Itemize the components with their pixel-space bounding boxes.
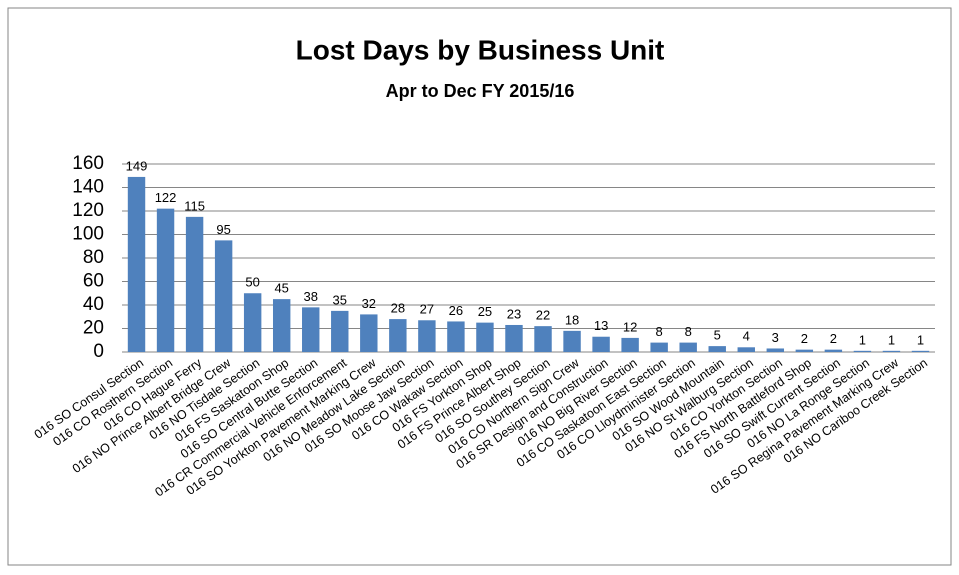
data-label: 26: [449, 303, 463, 318]
bar: [272, 299, 291, 352]
bar: [824, 349, 843, 352]
data-label: 4: [743, 329, 750, 344]
y-tick-label: 40: [83, 294, 104, 315]
data-label: 95: [216, 222, 230, 237]
chart-title: Lost Days by Business Unit: [296, 34, 665, 65]
bar: [534, 326, 552, 352]
bar: [156, 208, 175, 352]
bar: [650, 342, 668, 352]
data-label: 1: [859, 332, 866, 347]
data-label: 22: [536, 308, 550, 323]
bar: [505, 324, 523, 352]
data-label: 2: [801, 331, 808, 346]
y-tick-label: 140: [72, 177, 104, 198]
data-label: 38: [303, 289, 317, 304]
data-label: 2: [830, 331, 837, 346]
bar: [127, 176, 146, 352]
data-label: 149: [126, 158, 148, 173]
bar: [911, 350, 930, 352]
bar: [214, 240, 233, 352]
data-label: 32: [362, 296, 376, 311]
bar: [679, 342, 697, 352]
data-label: 13: [594, 318, 608, 333]
data-label: 27: [420, 302, 434, 317]
bar: [418, 320, 436, 352]
y-tick-label: 120: [72, 200, 104, 221]
bar: [737, 347, 755, 352]
data-label: 1: [888, 332, 895, 347]
bar: [621, 337, 639, 352]
bar: [185, 216, 204, 352]
data-label: 122: [155, 190, 177, 205]
data-label: 3: [772, 330, 779, 345]
data-label: 28: [391, 301, 405, 316]
y-tick-label: 80: [83, 247, 104, 268]
data-label: 1: [917, 332, 924, 347]
bar: [447, 321, 465, 352]
bar: [853, 350, 872, 352]
y-tick-label: 0: [93, 341, 104, 362]
data-label: 18: [565, 312, 579, 327]
data-label: 23: [507, 306, 521, 321]
y-tick-label: 100: [72, 224, 104, 245]
data-label: 25: [478, 304, 492, 319]
bar: [708, 346, 726, 352]
bar: [563, 330, 581, 352]
bar: [331, 310, 349, 352]
data-label: 12: [623, 319, 637, 334]
y-tick-label: 20: [83, 318, 104, 339]
bar: [389, 319, 407, 352]
bar: [360, 314, 378, 352]
bar: [243, 293, 262, 352]
bar: [766, 348, 785, 352]
y-tick-label: 60: [83, 271, 104, 292]
data-label: 8: [685, 324, 692, 339]
chart-subtitle: Apr to Dec FY 2015/16: [386, 81, 575, 101]
data-label: 35: [333, 292, 347, 307]
data-label: 8: [656, 324, 663, 339]
bar: [592, 336, 610, 352]
bar: [795, 349, 814, 352]
bar: [302, 307, 320, 352]
data-label: 50: [245, 275, 259, 290]
bar: [882, 350, 901, 352]
data-label: 115: [184, 198, 205, 213]
bar: [476, 322, 494, 352]
data-label: 5: [714, 328, 721, 343]
y-tick-label: 160: [72, 153, 104, 174]
data-label: 45: [274, 281, 288, 296]
